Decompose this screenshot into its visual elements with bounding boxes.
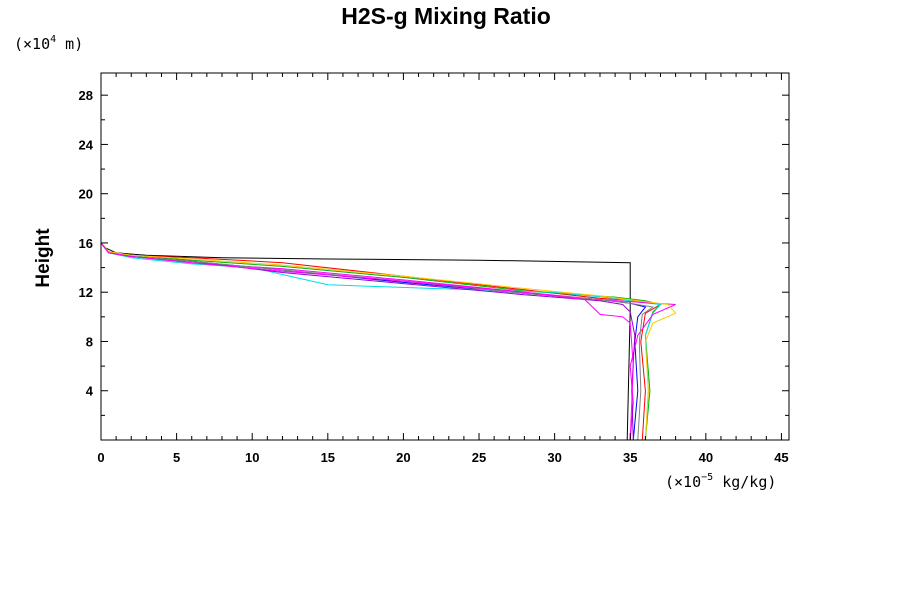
x-tick-label: 45 <box>774 450 788 465</box>
y-units-suffix: m) <box>56 35 83 53</box>
x-units-exponent: −5 <box>701 472 713 483</box>
series-line-5 <box>100 73 662 441</box>
x-tick-label: 20 <box>396 450 410 465</box>
x-tick-label: 5 <box>173 450 180 465</box>
y-tick-label: 28 <box>79 88 93 103</box>
axes-layer: 0 5 10 15 20 25 30 35 40 45 4 8 12 16 20 24 28 <box>79 73 789 465</box>
y-tick-label: 12 <box>79 285 93 300</box>
x-tick-label: 15 <box>321 450 335 465</box>
y-tick-label: 4 <box>86 384 94 399</box>
x-units-label: (×10−5 kg/kg) <box>665 472 776 491</box>
y-tick-label: 24 <box>79 137 94 152</box>
y-tick-label: 16 <box>79 236 93 251</box>
x-tick-label: 30 <box>547 450 561 465</box>
y-tick-label: 8 <box>86 334 93 349</box>
x-tick-label: 10 <box>245 450 259 465</box>
series-line-10 <box>100 73 634 441</box>
chart-title: H2S-g Mixing Ratio <box>341 3 551 29</box>
y-axis-label: Height <box>33 228 54 288</box>
x-tick-label: 0 <box>97 450 104 465</box>
y-units-exponent: 4 <box>50 34 56 45</box>
x-tick-label: 35 <box>623 450 637 465</box>
series-line-7 <box>100 73 677 441</box>
y-tick-label: 20 <box>79 187 93 202</box>
y-units-prefix: (×10 <box>14 35 50 53</box>
plot-frame <box>100 72 790 441</box>
series-line-1 <box>100 73 631 441</box>
y-units-label: (×104 m) <box>14 34 83 53</box>
x-tick-label: 40 <box>699 450 713 465</box>
x-units-prefix: (×10 <box>665 473 701 491</box>
x-units-suffix: kg/kg) <box>713 473 776 491</box>
x-tick-label: 25 <box>472 450 486 465</box>
series-layer <box>100 73 677 441</box>
